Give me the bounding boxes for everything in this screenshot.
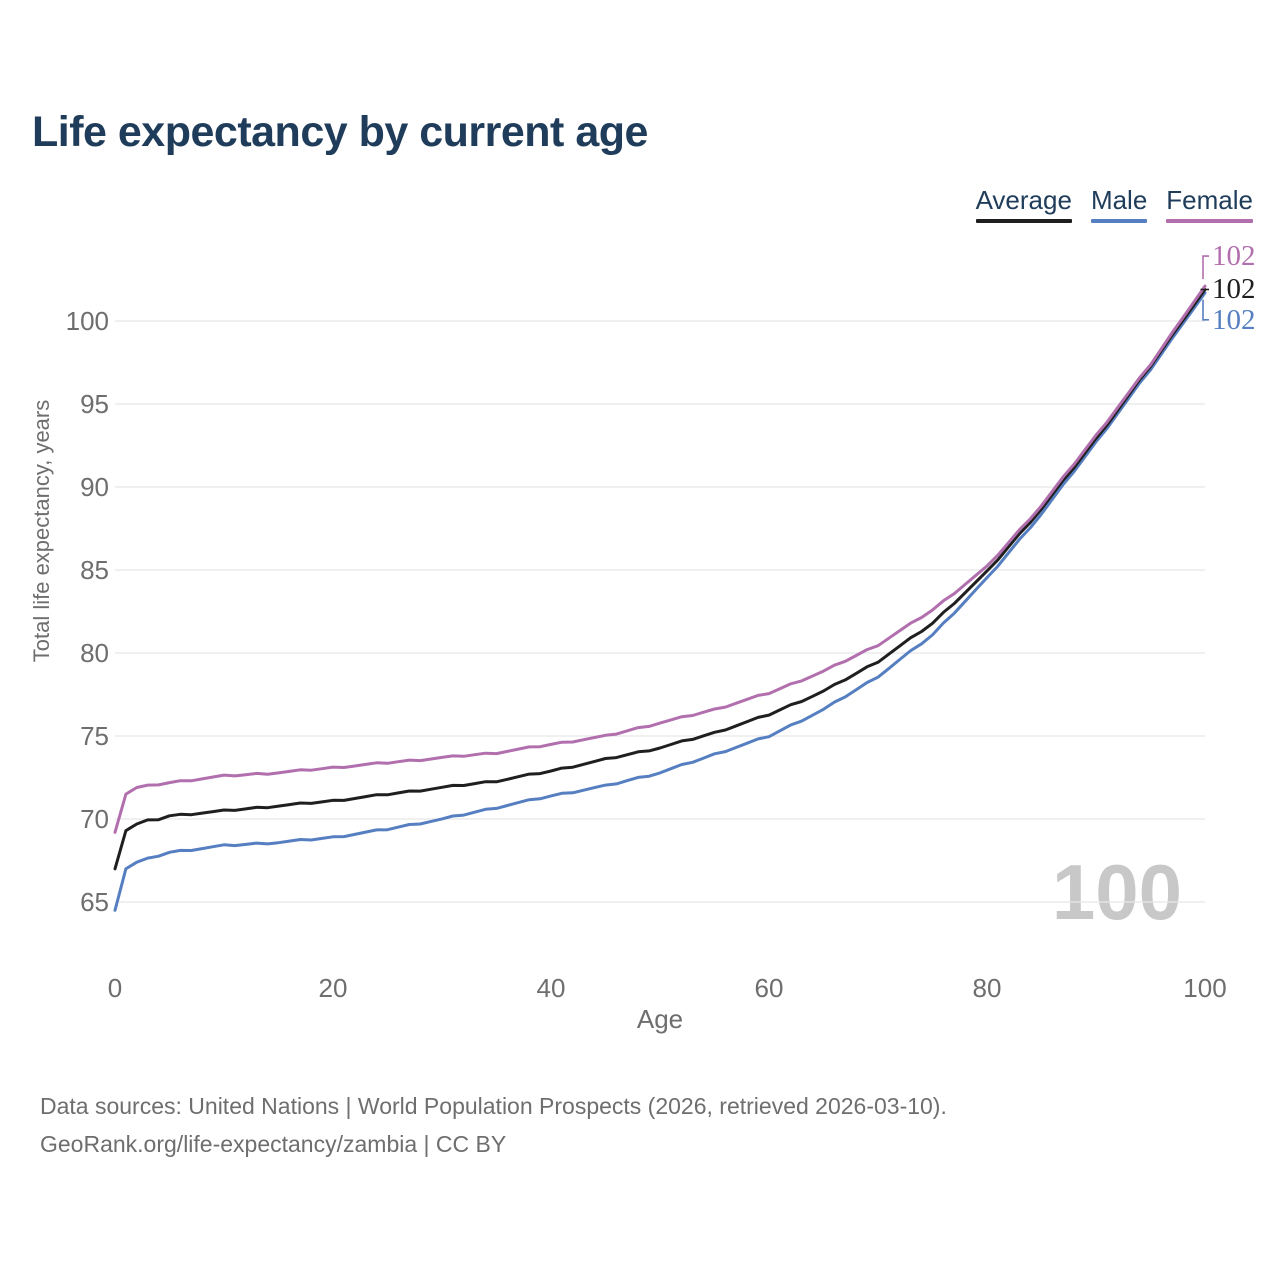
x-axis-title: Age	[636, 1004, 684, 1034]
y-tick-label: 85	[80, 555, 109, 585]
footer: Data sources: United Nations | World Pop…	[40, 1087, 947, 1163]
legend: Average Male Female	[975, 185, 1253, 223]
series-line-male	[113, 291, 1207, 912]
series-line-female	[113, 284, 1207, 834]
legend-swatch-female	[1166, 219, 1253, 223]
end-label-female: 102	[1212, 240, 1256, 273]
end-label-connector	[1202, 255, 1209, 280]
footer-attribution: GeoRank.org/life-expectancy/zambia | CC …	[40, 1131, 507, 1157]
footer-sources: Data sources: United Nations | World Pop…	[40, 1093, 947, 1119]
end-label-average: 102	[1212, 273, 1256, 306]
legend-label-average: Average	[975, 185, 1072, 215]
legend-item-female[interactable]: Female	[1166, 185, 1253, 223]
y-tick-label: 95	[80, 389, 109, 419]
x-tick-label: 20	[319, 973, 348, 1003]
x-tick-label: 0	[108, 973, 122, 1003]
series-line-average	[113, 288, 1207, 871]
legend-swatch-average	[975, 219, 1072, 223]
chart-title: Life expectancy by current age	[32, 108, 648, 156]
end-label-male: 102	[1212, 303, 1256, 336]
y-tick-label: 80	[80, 638, 109, 668]
y-tick-label: 90	[80, 472, 109, 502]
legend-swatch-male	[1090, 219, 1148, 223]
x-tick-label: 40	[537, 973, 566, 1003]
y-tick-label: 65	[80, 887, 109, 917]
y-tick-label: 100	[66, 306, 109, 336]
watermark-age: 100	[1051, 848, 1182, 936]
legend-label-female: Female	[1166, 185, 1253, 215]
y-tick-label: 75	[80, 721, 109, 751]
x-tick-label: 100	[1183, 973, 1226, 1003]
y-axis-title: Total life expectancy, years	[29, 399, 54, 663]
legend-item-average[interactable]: Average	[975, 185, 1072, 223]
x-tick-label: 60	[755, 973, 784, 1003]
x-tick-label: 80	[973, 973, 1002, 1003]
end-label-connector	[1202, 299, 1209, 321]
y-tick-label: 70	[80, 804, 109, 834]
legend-item-male[interactable]: Male	[1090, 185, 1148, 223]
legend-label-male: Male	[1090, 185, 1148, 215]
